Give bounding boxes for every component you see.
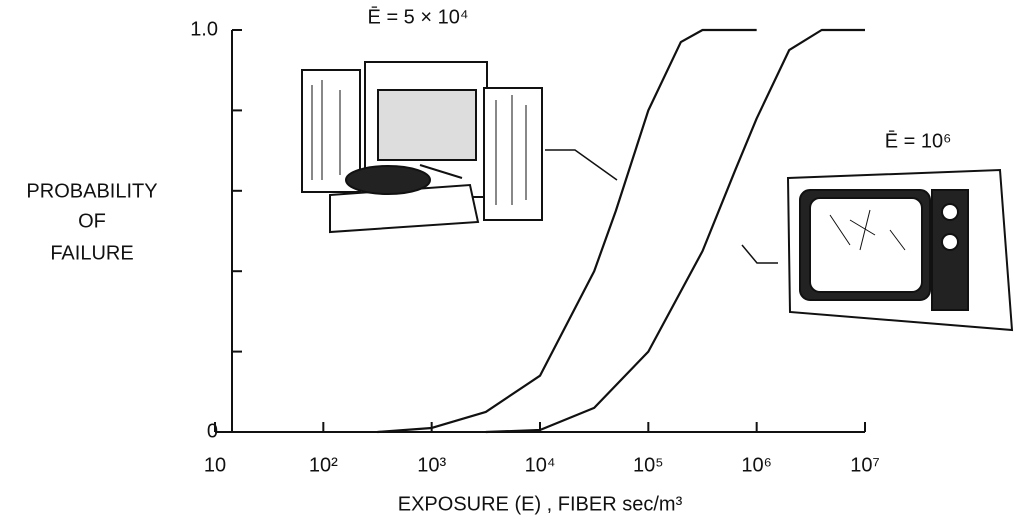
y-tick-label: 0 [207, 420, 218, 442]
leader-line [545, 149, 618, 181]
curve [485, 28, 865, 434]
y-label: FAILURE [50, 242, 133, 264]
annotation: Ē = 10⁶ [885, 129, 952, 152]
x-tick-label: 10⁶ [741, 454, 771, 476]
tv-illustration [786, 168, 1014, 332]
y-tick-label: 1.0 [190, 18, 218, 40]
x-tick-label: 10⁷ [850, 454, 879, 476]
x-label: EXPOSURE (E) , FIBER sec/m³ [398, 493, 683, 515]
annotation: Ē = 5 × 10⁴ [368, 5, 469, 28]
x-tick-label: 10² [309, 454, 338, 476]
y-label: OF [78, 210, 106, 232]
y-label: PROBABILITY [26, 180, 157, 202]
x-tick-label: 10 [204, 454, 226, 476]
x-tick-label: 10⁵ [633, 454, 664, 476]
record-player-illustration [301, 61, 543, 234]
x-tick-label: 10³ [417, 454, 446, 476]
leader-line [741, 244, 778, 264]
curve [377, 28, 757, 434]
x-tick-label: 10⁴ [525, 454, 556, 476]
